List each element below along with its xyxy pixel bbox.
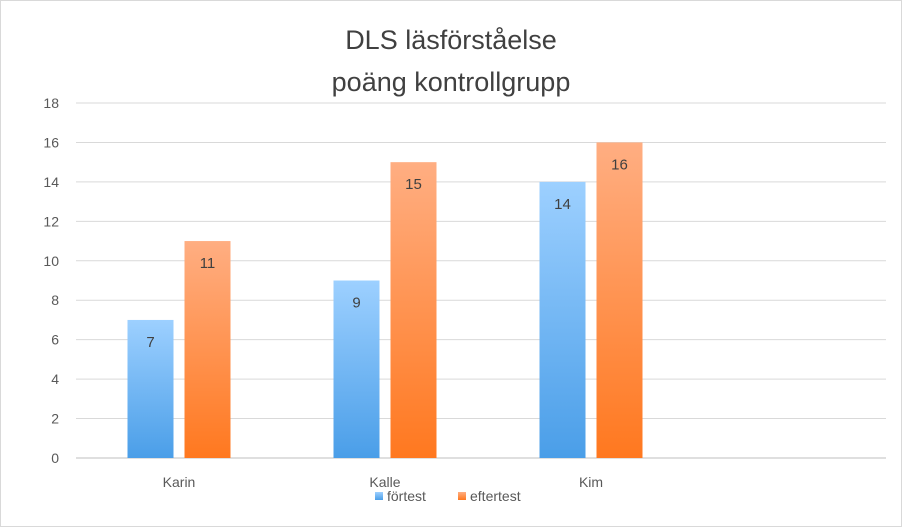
chart-title-line-2: poäng kontrollgrupp: [332, 67, 571, 97]
y-tick-label: 14: [43, 174, 59, 190]
bar-förtest-Kim: [539, 181, 586, 458]
category-label: Kalle: [369, 474, 400, 490]
bars: [127, 142, 643, 458]
legend: förtest eftertest: [375, 488, 521, 504]
data-label: 7: [146, 334, 154, 351]
legend-label: förtest: [387, 488, 426, 504]
y-tick-label: 12: [43, 213, 59, 229]
y-tick-label: 0: [51, 450, 59, 466]
y-tick-label: 18: [43, 95, 59, 111]
bar-förtest-Karin: [127, 319, 174, 458]
category-label: Karin: [163, 474, 196, 490]
legend-swatch: [375, 492, 383, 500]
y-axis-ticks: 0 2 4 6 8 10 12 14 16 18: [43, 95, 59, 466]
category-label: Kim: [579, 474, 603, 490]
bar-eftertest-Karin: [184, 241, 231, 458]
data-label: 15: [405, 176, 422, 193]
chart-title-line-1: DLS läsförståelse: [345, 25, 557, 55]
y-tick-label: 6: [51, 332, 59, 348]
bar-eftertest-Kalle: [390, 162, 437, 458]
y-tick-label: 4: [51, 371, 59, 387]
y-tick-label: 8: [51, 292, 59, 308]
bar-förtest-Kalle: [333, 280, 380, 458]
data-label: 14: [554, 196, 571, 213]
category-labels: Karin Kalle Kim: [163, 474, 603, 490]
y-tick-label: 10: [43, 253, 59, 269]
data-label: 16: [611, 156, 628, 173]
y-tick-label: 16: [43, 134, 59, 150]
data-label: 9: [352, 295, 360, 312]
y-tick-label: 2: [51, 411, 59, 427]
legend-label: eftertest: [470, 488, 521, 504]
legend-swatch: [458, 492, 466, 500]
data-labels: 7 11 9 15 14 16: [146, 156, 628, 351]
bar-eftertest-Kim: [596, 142, 643, 458]
data-label: 11: [200, 255, 216, 272]
